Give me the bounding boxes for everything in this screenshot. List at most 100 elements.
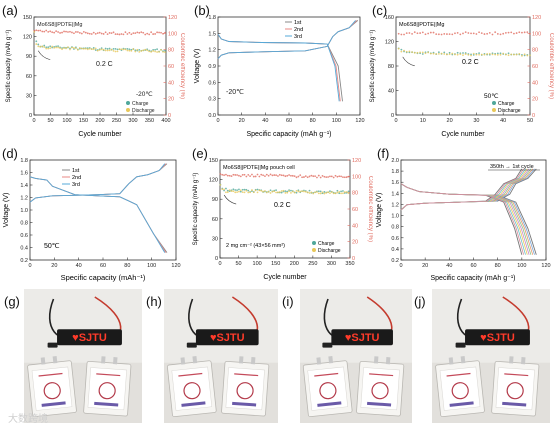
capacity-point bbox=[321, 191, 324, 194]
ce-point bbox=[312, 175, 315, 178]
y2-tick-label: 120 bbox=[532, 15, 541, 21]
series-line bbox=[217, 20, 356, 60]
series-label: Mo6S8||PDTE||Mg bbox=[37, 22, 82, 28]
ce-point bbox=[164, 31, 166, 34]
y-tick-label: 1.2 bbox=[391, 202, 399, 208]
capacity-point bbox=[108, 47, 111, 50]
x-tick-label: 300 bbox=[327, 261, 336, 267]
capacity-point bbox=[419, 51, 422, 54]
capacity-point bbox=[94, 49, 97, 51]
capacity-point bbox=[152, 50, 155, 52]
y2-tick-label: 80 bbox=[352, 191, 358, 197]
capacity-point bbox=[507, 52, 510, 55]
ce-point bbox=[232, 173, 235, 176]
x-tick-label: 50 bbox=[527, 118, 533, 124]
ce-point bbox=[317, 174, 320, 177]
ce-point bbox=[332, 176, 335, 179]
capacity-point bbox=[290, 191, 292, 194]
capacity-point bbox=[239, 190, 242, 193]
capacity-point bbox=[437, 52, 440, 55]
x-axis-title: Cycle number bbox=[441, 131, 485, 138]
ce-point bbox=[299, 174, 302, 177]
capacity-point bbox=[478, 52, 480, 55]
university-seal-icon bbox=[506, 382, 524, 400]
ce-point bbox=[502, 32, 505, 35]
y2-tick-label: 120 bbox=[168, 15, 177, 21]
capacity-point bbox=[472, 52, 475, 55]
capacity-point bbox=[126, 47, 129, 50]
ce-point bbox=[69, 30, 71, 33]
ce-point bbox=[510, 31, 513, 34]
x-tick-label: 0 bbox=[218, 261, 221, 267]
capacity-point bbox=[317, 192, 320, 195]
x-tick-label: 100 bbox=[62, 118, 71, 124]
led-text: ♥SJTU bbox=[210, 332, 245, 344]
university-seal-icon bbox=[451, 382, 469, 400]
ce-point bbox=[301, 176, 303, 179]
ce-point bbox=[108, 32, 111, 34]
ce-point bbox=[228, 174, 231, 177]
capacity-point bbox=[88, 47, 91, 50]
y2-tick-label: 60 bbox=[352, 207, 358, 213]
x-tick-label: 50 bbox=[47, 118, 53, 124]
capacity-point bbox=[128, 48, 131, 51]
y-tick-label: 1.0 bbox=[20, 208, 28, 214]
ce-point bbox=[112, 31, 115, 34]
ce-point bbox=[321, 174, 324, 177]
capacity-point bbox=[230, 190, 233, 192]
x-tick-label: 50 bbox=[236, 261, 242, 267]
capacity-point bbox=[325, 191, 328, 194]
ce-point bbox=[451, 33, 454, 36]
legend-b: 1st 2nd 3rd bbox=[285, 20, 303, 40]
capacity-point bbox=[236, 191, 238, 194]
ce-point bbox=[319, 176, 322, 179]
ce-point bbox=[116, 33, 119, 36]
capacity-point bbox=[154, 50, 157, 53]
capacity-point bbox=[308, 189, 311, 192]
led-display bbox=[331, 329, 393, 346]
capacity-point bbox=[254, 189, 257, 192]
capacity-point bbox=[400, 50, 403, 53]
capacity-point bbox=[94, 47, 97, 50]
capacity-point bbox=[290, 189, 292, 192]
capacity-point bbox=[122, 48, 125, 51]
capacity-point bbox=[310, 191, 313, 194]
capacity-point bbox=[319, 190, 322, 193]
photo-g: ♥SJTU bbox=[24, 289, 142, 423]
rate-label: 0.2 C bbox=[462, 59, 479, 66]
capacity-point bbox=[236, 189, 238, 192]
arrow-icon bbox=[37, 50, 51, 61]
capacity-point bbox=[156, 51, 158, 53]
x-tick-label: 80 bbox=[124, 263, 130, 269]
capacity-point bbox=[47, 46, 50, 49]
ce-point bbox=[304, 175, 307, 178]
ce-point bbox=[33, 29, 36, 32]
capacity-point bbox=[265, 191, 268, 194]
capacity-point bbox=[264, 190, 266, 192]
pouch-cell bbox=[221, 356, 270, 417]
x-tick-label: 100 bbox=[147, 263, 156, 269]
capacity-point bbox=[467, 53, 470, 56]
ce-point bbox=[269, 173, 272, 176]
series-line bbox=[29, 176, 166, 253]
capacity-point bbox=[65, 47, 67, 50]
capacity-point bbox=[239, 189, 242, 192]
ce-point bbox=[330, 175, 333, 178]
capacity-point bbox=[232, 188, 235, 191]
ce-point bbox=[136, 31, 139, 34]
capacity-point bbox=[342, 190, 344, 192]
capacity-point bbox=[411, 51, 413, 54]
ce-point bbox=[416, 32, 419, 35]
capacity-point bbox=[228, 189, 231, 192]
legend-label: Charge bbox=[132, 101, 149, 107]
y-tick-label: 0.6 bbox=[391, 236, 399, 242]
panel-f: (f) 0 20 40 60 80 100 120 0.2 0.4 0.6 0.8 1.0 1.2 1.4… bbox=[373, 143, 554, 283]
capacity-point bbox=[226, 189, 229, 192]
capacity-point bbox=[427, 51, 430, 54]
ce-point bbox=[120, 33, 123, 35]
capacity-point bbox=[45, 47, 48, 50]
capacity-point bbox=[148, 50, 151, 53]
ce-point bbox=[236, 174, 238, 176]
capacity-point bbox=[435, 53, 438, 55]
